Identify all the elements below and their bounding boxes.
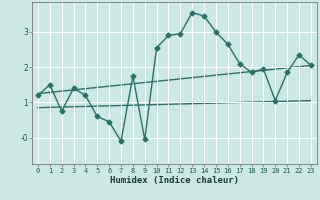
X-axis label: Humidex (Indice chaleur): Humidex (Indice chaleur) <box>110 176 239 185</box>
